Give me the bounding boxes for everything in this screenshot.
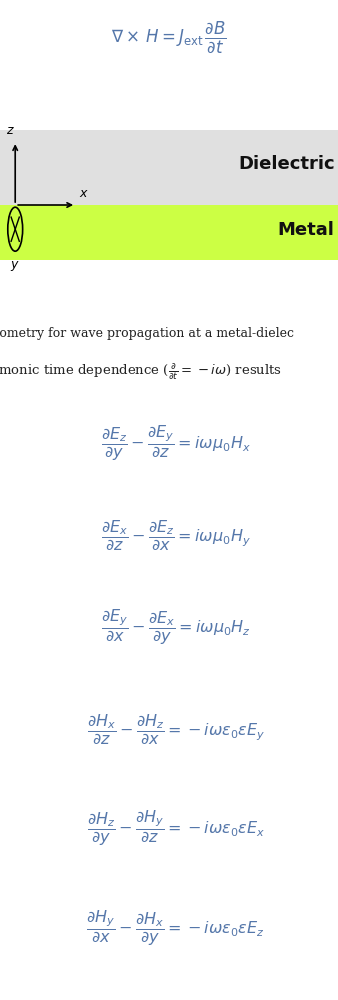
Text: Dielectric: Dielectric — [238, 155, 335, 173]
Text: $\dfrac{\partial E_z}{\partial y} - \dfrac{\partial E_y}{\partial z} = i\omega\m: $\dfrac{\partial E_z}{\partial y} - \dfr… — [101, 423, 251, 463]
Text: z: z — [6, 124, 13, 137]
Bar — [0, 205, 338, 260]
Text: y: y — [10, 258, 17, 271]
Text: $\dfrac{\partial H_y}{\partial x} - \dfrac{\partial H_x}{\partial y} = -i\omega\: $\dfrac{\partial H_y}{\partial x} - \dfr… — [87, 908, 265, 948]
Text: $\nabla \times\, H = J_\mathrm{ext}\, \dfrac{\partial B}{\partial t}$: $\nabla \times\, H = J_\mathrm{ext}\, \d… — [111, 19, 227, 55]
Text: $\dfrac{\partial H_z}{\partial y} - \dfrac{\partial H_y}{\partial z} = -i\omega\: $\dfrac{\partial H_z}{\partial y} - \dfr… — [87, 808, 265, 848]
Text: rmonic time dependence ($\frac{\partial}{\partial t} = -i\omega$) results: rmonic time dependence ($\frac{\partial}… — [0, 362, 282, 382]
Text: $\dfrac{\partial E_x}{\partial z} - \dfrac{\partial E_z}{\partial x} = i\omega\m: $\dfrac{\partial E_x}{\partial z} - \dfr… — [101, 518, 251, 552]
Text: $\dfrac{\partial H_x}{\partial z} - \dfrac{\partial H_z}{\partial x} = -i\omega\: $\dfrac{\partial H_x}{\partial z} - \dfr… — [87, 712, 265, 746]
Text: Metal: Metal — [278, 221, 335, 239]
Text: x: x — [79, 187, 87, 200]
Text: $\dfrac{\partial E_y}{\partial x} - \dfrac{\partial E_x}{\partial y} = i\omega\m: $\dfrac{\partial E_y}{\partial x} - \dfr… — [101, 607, 251, 647]
Bar — [0, 130, 338, 205]
Text: eometry for wave propagation at a metal-dielec: eometry for wave propagation at a metal-… — [0, 328, 293, 340]
